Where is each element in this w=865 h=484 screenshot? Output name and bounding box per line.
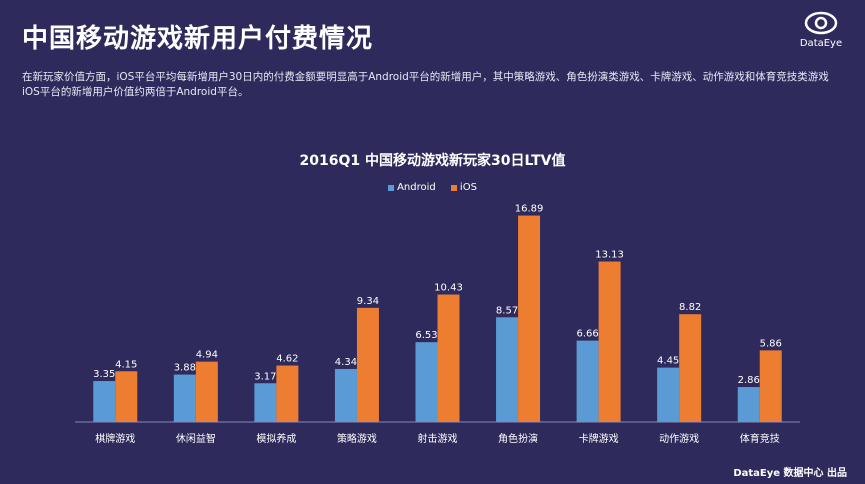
bar-ios (759, 350, 782, 422)
legend-label-android: Android (397, 182, 436, 193)
legend-label-ios: iOS (459, 182, 477, 193)
data-label-android: 3.35 (93, 369, 115, 380)
bar-android (496, 317, 519, 422)
data-label-ios: 9.34 (357, 296, 379, 307)
legend-item-android: Android (388, 182, 436, 193)
category-label: 角色扮演 (498, 432, 538, 445)
bar-ios (195, 361, 218, 422)
bar-android (254, 383, 277, 422)
category-label: 策略游戏 (337, 432, 377, 445)
bar-android (576, 340, 599, 422)
bar-android (737, 387, 760, 422)
category-label: 休闲益智 (176, 432, 216, 445)
data-label-ios: 4.62 (276, 354, 298, 365)
bar-android (93, 381, 116, 422)
chart-title: 2016Q1 中国移动游戏新玩家30日LTV值 (299, 153, 566, 169)
data-label-ios: 4.15 (115, 359, 137, 370)
bar-ios (598, 261, 621, 422)
data-label-ios: 5.86 (760, 338, 782, 349)
data-label-android: 6.53 (415, 330, 437, 341)
category-label: 射击游戏 (418, 432, 458, 445)
data-label-android: 3.88 (174, 363, 196, 374)
data-label-android: 2.86 (738, 375, 760, 386)
bar-android (173, 374, 196, 422)
bar-ios (356, 307, 379, 422)
category-label: 卡牌游戏 (579, 432, 619, 445)
data-label-ios: 13.13 (595, 250, 624, 261)
data-label-ios: 10.43 (434, 283, 463, 294)
legend-item-ios: iOS (450, 182, 477, 193)
bar-android (415, 342, 438, 422)
data-label-android: 4.45 (657, 356, 679, 367)
dataeye-logo: DataEye (791, 10, 851, 49)
bar-ios (437, 294, 460, 422)
page-title: 中国移动游戏新用户付费情况 (22, 24, 374, 54)
bar-ios (518, 215, 541, 422)
data-label-android: 6.66 (576, 329, 598, 340)
category-label: 体育竞技 (740, 432, 780, 445)
data-label-android: 3.17 (254, 371, 276, 382)
description-text: 在新玩家价值方面，iOS平台平均每新增用户30日内的付费金额要明显高于Andro… (22, 71, 829, 98)
bar-ios (679, 314, 702, 422)
legend-swatch-android (388, 184, 395, 191)
legend-swatch-ios (450, 184, 457, 191)
bar-ios (276, 365, 299, 422)
eye-icon (804, 11, 838, 35)
bar-android (657, 367, 680, 422)
logo-text: DataEye (799, 38, 843, 49)
data-label-ios: 4.94 (196, 350, 218, 361)
data-label-ios: 16.89 (515, 204, 544, 215)
category-label: 模拟养成 (256, 432, 296, 445)
data-label-android: 4.34 (335, 357, 357, 368)
category-label: 棋牌游戏 (95, 432, 135, 445)
category-label: 动作游戏 (659, 432, 699, 445)
footer-credit: DataEye 数据中心 出品 (733, 468, 847, 479)
chart-legend: Android iOS (0, 182, 865, 194)
bar-android (334, 368, 357, 422)
data-label-ios: 8.82 (679, 302, 701, 313)
data-label-android: 8.57 (496, 305, 518, 316)
bar-ios (115, 371, 138, 422)
